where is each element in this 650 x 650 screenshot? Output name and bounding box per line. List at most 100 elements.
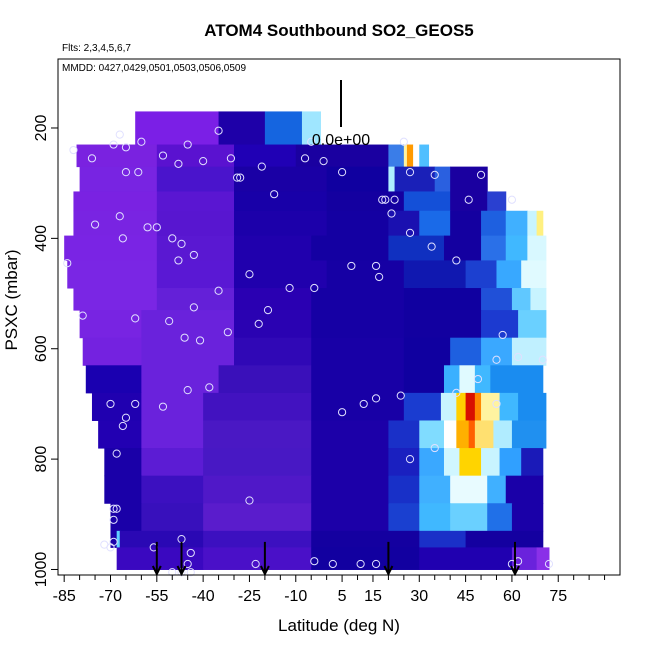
observation-point — [245, 270, 254, 279]
heatmap-cell — [156, 288, 235, 311]
heatmap-cell — [499, 392, 519, 421]
heatmap-cell — [301, 111, 321, 146]
heatmap-cell — [493, 420, 513, 449]
heatmap-cell — [465, 260, 497, 289]
heatmap-cell — [104, 475, 142, 504]
observation-point — [118, 421, 127, 431]
heatmap-cell — [456, 392, 467, 421]
observation-point — [251, 559, 260, 569]
heatmap-cell — [481, 235, 507, 261]
heatmap-cell — [82, 337, 142, 366]
heatmap-cell — [456, 420, 470, 449]
heatmap-cell — [403, 310, 482, 339]
heatmap-cell — [450, 191, 488, 212]
heatmap-cell — [481, 210, 507, 237]
observation-point — [165, 317, 174, 326]
heatmap-cell — [203, 475, 312, 504]
heatmap-cell — [104, 448, 142, 477]
heatmap-cell — [450, 166, 488, 192]
heatmap-cell — [465, 392, 476, 421]
heatmap-cell — [156, 144, 235, 168]
dates-note: MMDD: 0427,0429,0501,0503,0506,0509 — [62, 63, 246, 74]
observation-point — [371, 261, 381, 271]
heatmap-cell — [403, 365, 445, 394]
observation-point — [121, 168, 131, 177]
heatmap-cell — [141, 475, 204, 504]
heatmap-cell — [443, 235, 482, 261]
observation-point — [257, 162, 266, 171]
heatmap-cell — [481, 337, 513, 366]
heatmap-cell — [311, 310, 405, 339]
heatmap-cell — [511, 288, 531, 311]
observation-point — [121, 413, 131, 422]
heatmap-cell — [505, 475, 544, 504]
observation-point — [186, 548, 195, 558]
observation-point — [371, 559, 381, 569]
heatmap-cell — [481, 310, 519, 339]
observation-point — [177, 239, 186, 248]
observation-point — [300, 154, 310, 163]
observation-point — [195, 336, 205, 345]
observation-point — [100, 540, 109, 549]
heatmap-cell — [388, 235, 445, 261]
heatmap-cell — [505, 235, 528, 261]
heatmap-cell — [156, 210, 235, 237]
heatmap-cell — [141, 310, 235, 339]
observation-point — [90, 220, 100, 229]
observation-point — [473, 374, 483, 384]
heatmap-cell — [403, 144, 408, 168]
heatmap-cell — [403, 260, 467, 289]
heatmap-cell — [518, 310, 547, 339]
observation-point — [263, 306, 273, 315]
heatmap-cell — [527, 235, 547, 261]
heatmap-cell — [141, 503, 204, 532]
heatmap-cell — [403, 392, 442, 421]
observation-point — [452, 388, 461, 397]
heatmap-cell — [419, 448, 445, 477]
heatmap-cell — [419, 530, 467, 548]
heatmap-cell — [73, 288, 158, 311]
x-tick-label: -10 — [284, 588, 307, 605]
heatmap-cell — [388, 503, 420, 532]
flight-arrow-head — [259, 565, 270, 577]
observation-point — [405, 455, 415, 464]
observation-point — [199, 156, 208, 166]
observation-point — [347, 261, 356, 271]
heatmap-cell — [311, 392, 405, 421]
heatmap-cell — [234, 337, 312, 366]
heatmap-cell — [536, 547, 550, 570]
heatmap-cell — [156, 166, 235, 192]
heatmap-cell — [156, 235, 235, 261]
heatmap-cell — [203, 547, 312, 570]
observation-point — [183, 386, 192, 395]
heatmap-cell — [311, 235, 389, 261]
heatmap-cell — [481, 288, 513, 311]
heatmap-cell — [311, 475, 389, 504]
heatmap-cell — [311, 365, 405, 394]
observation-point — [310, 557, 319, 566]
flight-arrow-head — [510, 565, 520, 577]
observation-point — [427, 242, 436, 251]
y-tick-label: 200 — [33, 115, 50, 142]
observation-point — [492, 355, 501, 364]
observation-point — [236, 173, 245, 182]
scale-label: 0.0e+00 — [312, 132, 370, 149]
heatmap-cell — [141, 337, 235, 366]
observation-point — [513, 352, 523, 362]
observation-point — [78, 311, 87, 320]
x-tick-label: 60 — [503, 588, 521, 605]
observation-point — [452, 256, 461, 265]
heatmap-cell — [511, 420, 547, 449]
x-tick-label: 45 — [457, 588, 475, 605]
y-tick-label: 1000 — [33, 552, 50, 588]
observation-point — [430, 443, 439, 453]
x-axis: -85 -70 -55 -40 -25 -10 5 15 30 45 60 75 — [53, 575, 606, 605]
observation-point — [183, 140, 192, 149]
heatmap-cell — [388, 210, 420, 237]
observation-point — [186, 568, 195, 577]
observation-point — [223, 328, 232, 337]
observation-point — [112, 449, 121, 458]
heatmap-bands — [64, 111, 550, 570]
observation-point — [121, 143, 131, 152]
observation-point — [498, 330, 507, 340]
